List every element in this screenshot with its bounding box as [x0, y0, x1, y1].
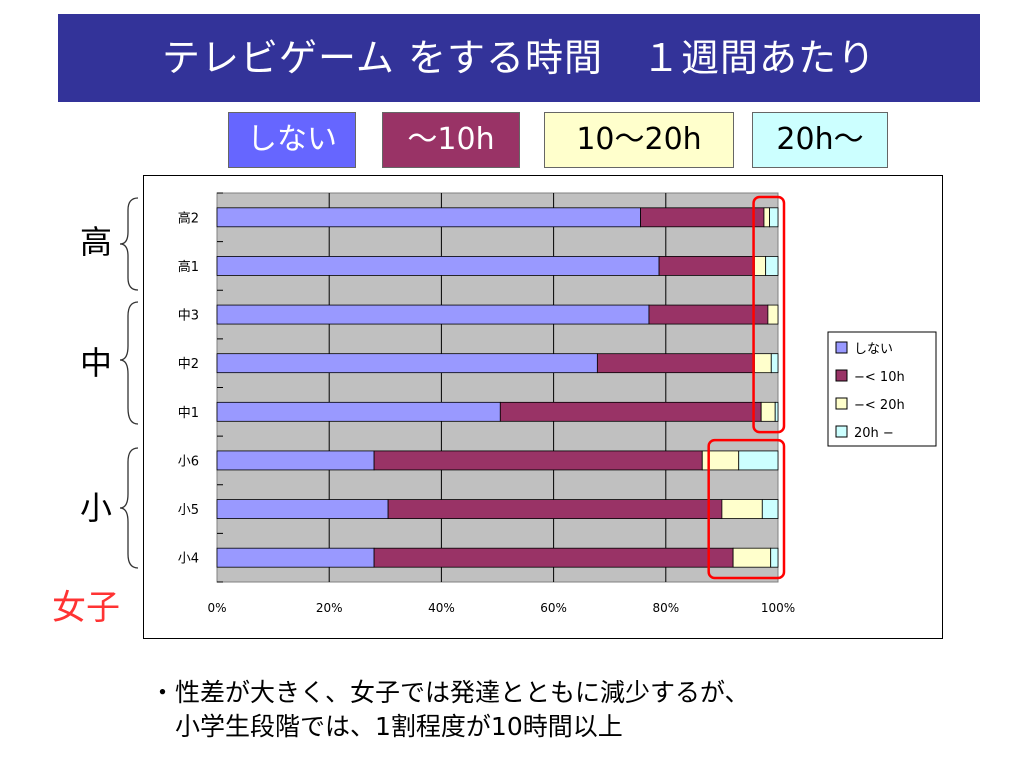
bar-高1-s0 — [216, 256, 660, 276]
x-tick-label: 100% — [761, 601, 795, 615]
category-label: 高2 — [178, 210, 199, 226]
bar-高2-s1 — [640, 207, 765, 228]
group-label-high: 高 — [80, 223, 113, 261]
bar-小4-s1 — [373, 547, 734, 568]
bar-高2-s3 — [769, 207, 779, 228]
category-label: 高1 — [178, 259, 199, 275]
bar-中1-s3 — [774, 401, 779, 422]
highlight-box-0 — [752, 195, 786, 434]
bar-中1-s1 — [499, 401, 762, 422]
bar-小4-s0 — [216, 547, 375, 568]
category-label: 中1 — [178, 406, 199, 421]
category-label: 小5 — [178, 503, 199, 518]
legend-label-2: −< 20h — [854, 398, 905, 413]
page-title: テレビゲーム をする時間 １週間あたり — [162, 36, 876, 80]
bar-小4-s2 — [732, 547, 772, 568]
group-label-elementary: 小 — [80, 489, 113, 527]
stacked-bar-chart: 高2 高1 中3 中2 中1 小6 小5 小4 0% 20% 40% 60% 80% 100% しない −< … — [178, 192, 937, 615]
bar-中3-s2 — [767, 304, 779, 325]
x-tick-label: 20% — [316, 601, 343, 615]
legend-swatch-0 — [835, 341, 848, 354]
legend-label-1: −< 10h — [854, 370, 905, 385]
bar-小5-s1 — [387, 499, 723, 519]
bar-中1-s2 — [760, 401, 776, 422]
bar-中1-s0 — [216, 401, 501, 422]
legend-box-under-10h: 〜10h — [382, 112, 520, 168]
legend-swatch-1 — [835, 369, 848, 382]
bar-中2-s1 — [596, 353, 755, 374]
brace-middle — [119, 301, 139, 425]
bar-中2-s2 — [754, 353, 772, 374]
bar-高1-s1 — [658, 256, 755, 276]
legend-box-none: しない — [228, 112, 356, 168]
bar-小6-s3 — [738, 450, 779, 471]
note-line-2: 小学生段階では、1割程度が10時間以上 — [150, 712, 623, 741]
girls-label: 女子 — [52, 588, 120, 628]
title-bar: テレビゲーム をする時間 １週間あたり — [58, 14, 980, 102]
group-label-middle: 中 — [80, 344, 113, 382]
bar-中2-s3 — [770, 353, 779, 374]
brace-high — [119, 197, 139, 291]
bar-小6-s0 — [216, 450, 375, 471]
bar-高1-s3 — [765, 256, 779, 276]
category-label: 小4 — [178, 552, 199, 567]
brace-elementary — [119, 447, 139, 569]
bar-中2-s0 — [216, 353, 598, 374]
highlight-box-1 — [707, 438, 786, 580]
bar-小5-s2 — [721, 499, 763, 519]
plot-area — [216, 192, 779, 583]
legend-box-10-20h: 10〜20h — [544, 112, 734, 168]
bar-高2-s2 — [763, 207, 770, 228]
bar-高1-s2 — [754, 256, 767, 276]
x-tick-label: 80% — [652, 601, 679, 615]
bar-小5-s0 — [216, 499, 389, 519]
bar-高2-s0 — [216, 207, 641, 228]
bar-小5-s3 — [761, 499, 779, 519]
legend-label-0: しない — [854, 342, 893, 357]
category-label: 中2 — [178, 357, 199, 372]
chart-frame: 高2 高1 中3 中2 中1 小6 小5 小4 0% 20% 40% 60% 80% 100% しない −< … — [143, 175, 943, 639]
group-braces — [119, 197, 139, 569]
bar-小4-s3 — [770, 547, 779, 568]
legend-box-over-20h: 20h〜 — [752, 112, 888, 168]
note-line-1: ・性差が大きく、女子では発達とともに減少するが、 — [150, 678, 750, 707]
bar-小6-s1 — [373, 450, 703, 471]
bar-中3-s1 — [648, 304, 769, 325]
x-tick-label: 0% — [207, 601, 226, 615]
legend-swatch-2 — [835, 397, 848, 410]
category-label: 小6 — [178, 454, 199, 469]
category-label: 中3 — [178, 309, 199, 324]
legend-swatch-3 — [835, 425, 848, 438]
x-tick-label: 40% — [428, 601, 455, 615]
legend-label-3: 20h − — [854, 426, 894, 441]
x-tick-label: 60% — [540, 601, 567, 615]
bar-中3-s0 — [216, 304, 650, 325]
